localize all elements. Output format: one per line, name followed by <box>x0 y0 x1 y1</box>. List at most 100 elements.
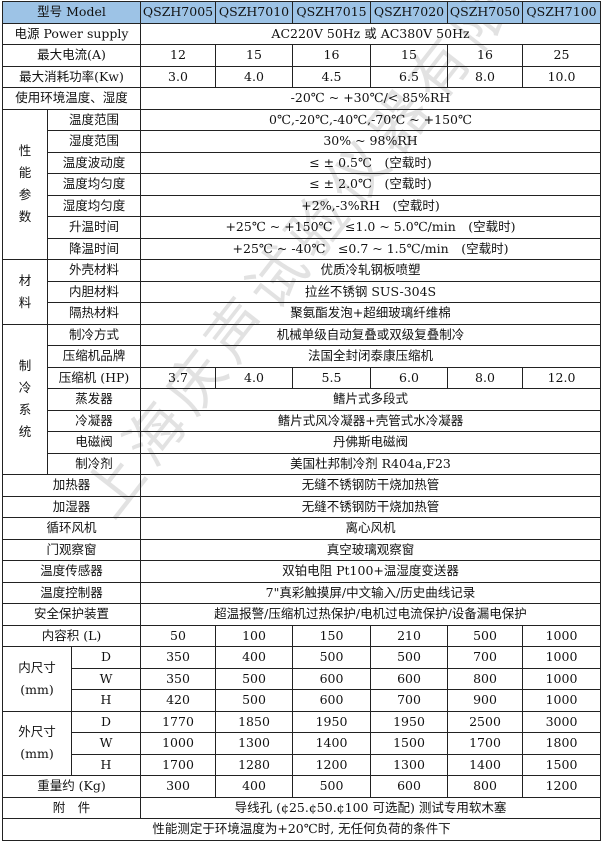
spec-label: 湿度均匀度 <box>47 194 141 217</box>
value-cell: 优质冷轧钢板喷塑 <box>140 259 601 282</box>
group-label: 制冷系统 <box>2 323 48 475</box>
model-header: 型号 Model <box>2 1 141 24</box>
value-cell: 1300 <box>215 732 293 755</box>
spec-label: 门观察窗 <box>2 538 141 561</box>
value-cell: 4.5 <box>292 65 371 88</box>
dimension-row: H 420 500 600 700 900 1000 <box>3 689 601 712</box>
value-cell: ≤ ± 2.0℃ (空载时) <box>140 173 601 196</box>
value-cell: 25 <box>522 44 601 67</box>
value-cell: 350 <box>140 646 216 669</box>
value-cell: 机械单级自动复叠或双级复叠制冷 <box>140 323 601 346</box>
group-label-text: 制冷系统 <box>18 358 32 440</box>
spec-label: 附 件 <box>2 796 141 819</box>
value-cell: 500 <box>292 775 371 798</box>
value-cell: 500 <box>447 624 523 647</box>
dimension-group-group: 外尺寸 <box>18 724 56 740</box>
model-name: QSZH7020 <box>370 1 448 24</box>
spec-row: 加湿器 无缝不锈钢防干烧加热管 <box>2 495 601 518</box>
value-cell: 1950 <box>292 710 371 733</box>
spec-label: 制冷剂 <box>47 452 141 475</box>
value-cell: 10.0 <box>522 65 601 88</box>
spec-row: 压缩机品牌 法国全封闭泰康压缩机 <box>3 345 601 368</box>
spec-label: 内胆材料 <box>47 280 141 303</box>
value-cell: 3.7 <box>140 366 216 389</box>
spec-row: 温度控制器 7"真彩触摸屏/中文输入/历史曲线记录 <box>2 581 601 604</box>
spec-label: 最大消耗功率(Kw) <box>2 65 141 88</box>
dimension-group-unit: (mm) <box>20 681 54 697</box>
model-name: QSZH7005 <box>140 1 216 24</box>
value-cell: 210 <box>370 624 448 647</box>
dimension-label: H <box>71 753 141 776</box>
dimension-label: W <box>71 667 141 690</box>
value-cell: 1280 <box>215 753 293 776</box>
dimension-group-unit: (mm) <box>20 746 54 762</box>
spec-row: 最大电流(A) 12 15 16 15 16 25 <box>2 44 601 67</box>
spec-row: 降温时间 +25℃ ~ -40℃ ≤0.7 ~ 1.5℃/min (空载时) <box>3 237 601 260</box>
value-cell: 600 <box>370 775 448 798</box>
value-cell: 16 <box>292 44 371 67</box>
spec-row: 压缩机 (HP) 3.7 4.0 5.5 6.0 8.0 12.0 <box>3 366 601 389</box>
spec-row: 温度均匀度 ≤ ± 2.0℃ (空载时) <box>3 173 601 196</box>
spec-row: 电磁阀 丹佛斯电磁阀 <box>3 431 601 454</box>
spec-label: 压缩机品牌 <box>47 345 141 368</box>
value-cell: 1200 <box>292 753 371 776</box>
value-cell: 800 <box>447 775 523 798</box>
spec-row: 最大消耗功率(Kw) 3.0 4.0 4.5 6.5 8.0 10.0 <box>2 65 601 88</box>
spec-label: 加热器 <box>2 474 141 497</box>
value-cell: 3000 <box>522 710 601 733</box>
value-cell: 1500 <box>522 753 601 776</box>
value-cell: +2%,-3%RH (空载时) <box>140 194 601 217</box>
spec-label: 温度均匀度 <box>47 173 141 196</box>
value-cell: 1000 <box>522 646 601 669</box>
group-label: 性能参数 <box>2 108 48 260</box>
model-name: QSZH7015 <box>292 1 371 24</box>
spec-label: 外壳材料 <box>47 259 141 282</box>
spec-label: 内容积 (L) <box>2 624 141 647</box>
spec-row: 安全保护装置 超温报警/压缩机过热保护/电机过电流保护/设备漏电保护 <box>2 603 601 626</box>
spec-label: 循环风机 <box>2 517 141 540</box>
value-cell: 350 <box>140 667 216 690</box>
value-cell: 500 <box>292 646 371 669</box>
value-cell: 900 <box>447 689 523 712</box>
spec-row: 隔热材料 聚氨酯发泡+超细玻璃纤维棉 <box>3 302 601 325</box>
value-cell: 16 <box>447 44 523 67</box>
spec-row: 内容积 (L) 50 100 150 210 500 1000 <box>2 624 601 647</box>
value-cell: 400 <box>215 775 293 798</box>
footnote: 性能测定于环境温度为+20℃时, 无任何负荷的条件下 <box>2 818 601 841</box>
spec-label: 降温时间 <box>47 237 141 260</box>
spec-row: 内胆材料 拉丝不锈钢 SUS-304S <box>3 280 601 303</box>
dimension-row: W 1000 1300 1400 1500 1700 1800 <box>3 732 601 755</box>
value-cell: 700 <box>370 689 448 712</box>
value-cell: 美国杜邦制冷剂 R404a,F23 <box>140 452 601 475</box>
spec-row: 性能参数 温度范围 0℃,-20℃,-40℃,-70℃ ~ +150℃ <box>2 108 601 260</box>
spec-row: 电源 Power supply AC220V 50Hz 或 AC380V 50Hz <box>2 22 601 45</box>
value-cell: 12.0 <box>522 366 601 389</box>
value-cell: 500 <box>215 689 293 712</box>
value-cell: 600 <box>370 667 448 690</box>
value-cell: 400 <box>215 646 293 669</box>
value-cell: 1770 <box>140 710 216 733</box>
value-cell: 1400 <box>292 732 371 755</box>
group-label: 材料 <box>2 259 48 325</box>
spec-row: 使用环境温度、湿度 -20℃ ~ +30℃/< 85%RH <box>2 87 601 110</box>
spec-label: 湿度范围 <box>47 130 141 153</box>
spec-label: 使用环境温度、湿度 <box>2 87 141 110</box>
spec-row: 冷凝器 鳍片式风冷凝器+壳管式水冷凝器 <box>3 409 601 432</box>
value-cell: 8.0 <box>447 366 523 389</box>
value-cell: 600 <box>292 667 371 690</box>
spec-row: 制冷系统 制冷方式 机械单级自动复叠或双级复叠制冷 <box>2 323 601 475</box>
dimension-row: 外尺寸 (mm) D 1770 1850 1950 1950 2500 3000 <box>2 710 601 776</box>
spec-label: 蒸发器 <box>47 388 141 411</box>
note-row: 性能测定于环境温度为+20℃时, 无任何负荷的条件下 <box>2 818 601 841</box>
dimension-group-group: 内尺寸 <box>18 659 56 675</box>
value-cell: 4.0 <box>215 366 293 389</box>
value-cell: 5.5 <box>292 366 371 389</box>
spec-label: 温度传感器 <box>2 560 141 583</box>
value-cell: 300 <box>140 775 216 798</box>
value-cell: 1000 <box>522 689 601 712</box>
dimension-row: W 350 500 600 600 800 1000 <box>3 667 601 690</box>
spec-row: 重量约 (Kg) 300 400 500 600 800 1200 <box>2 775 601 798</box>
value-cell: 15 <box>370 44 448 67</box>
value-cell: 拉丝不锈钢 SUS-304S <box>140 280 601 303</box>
